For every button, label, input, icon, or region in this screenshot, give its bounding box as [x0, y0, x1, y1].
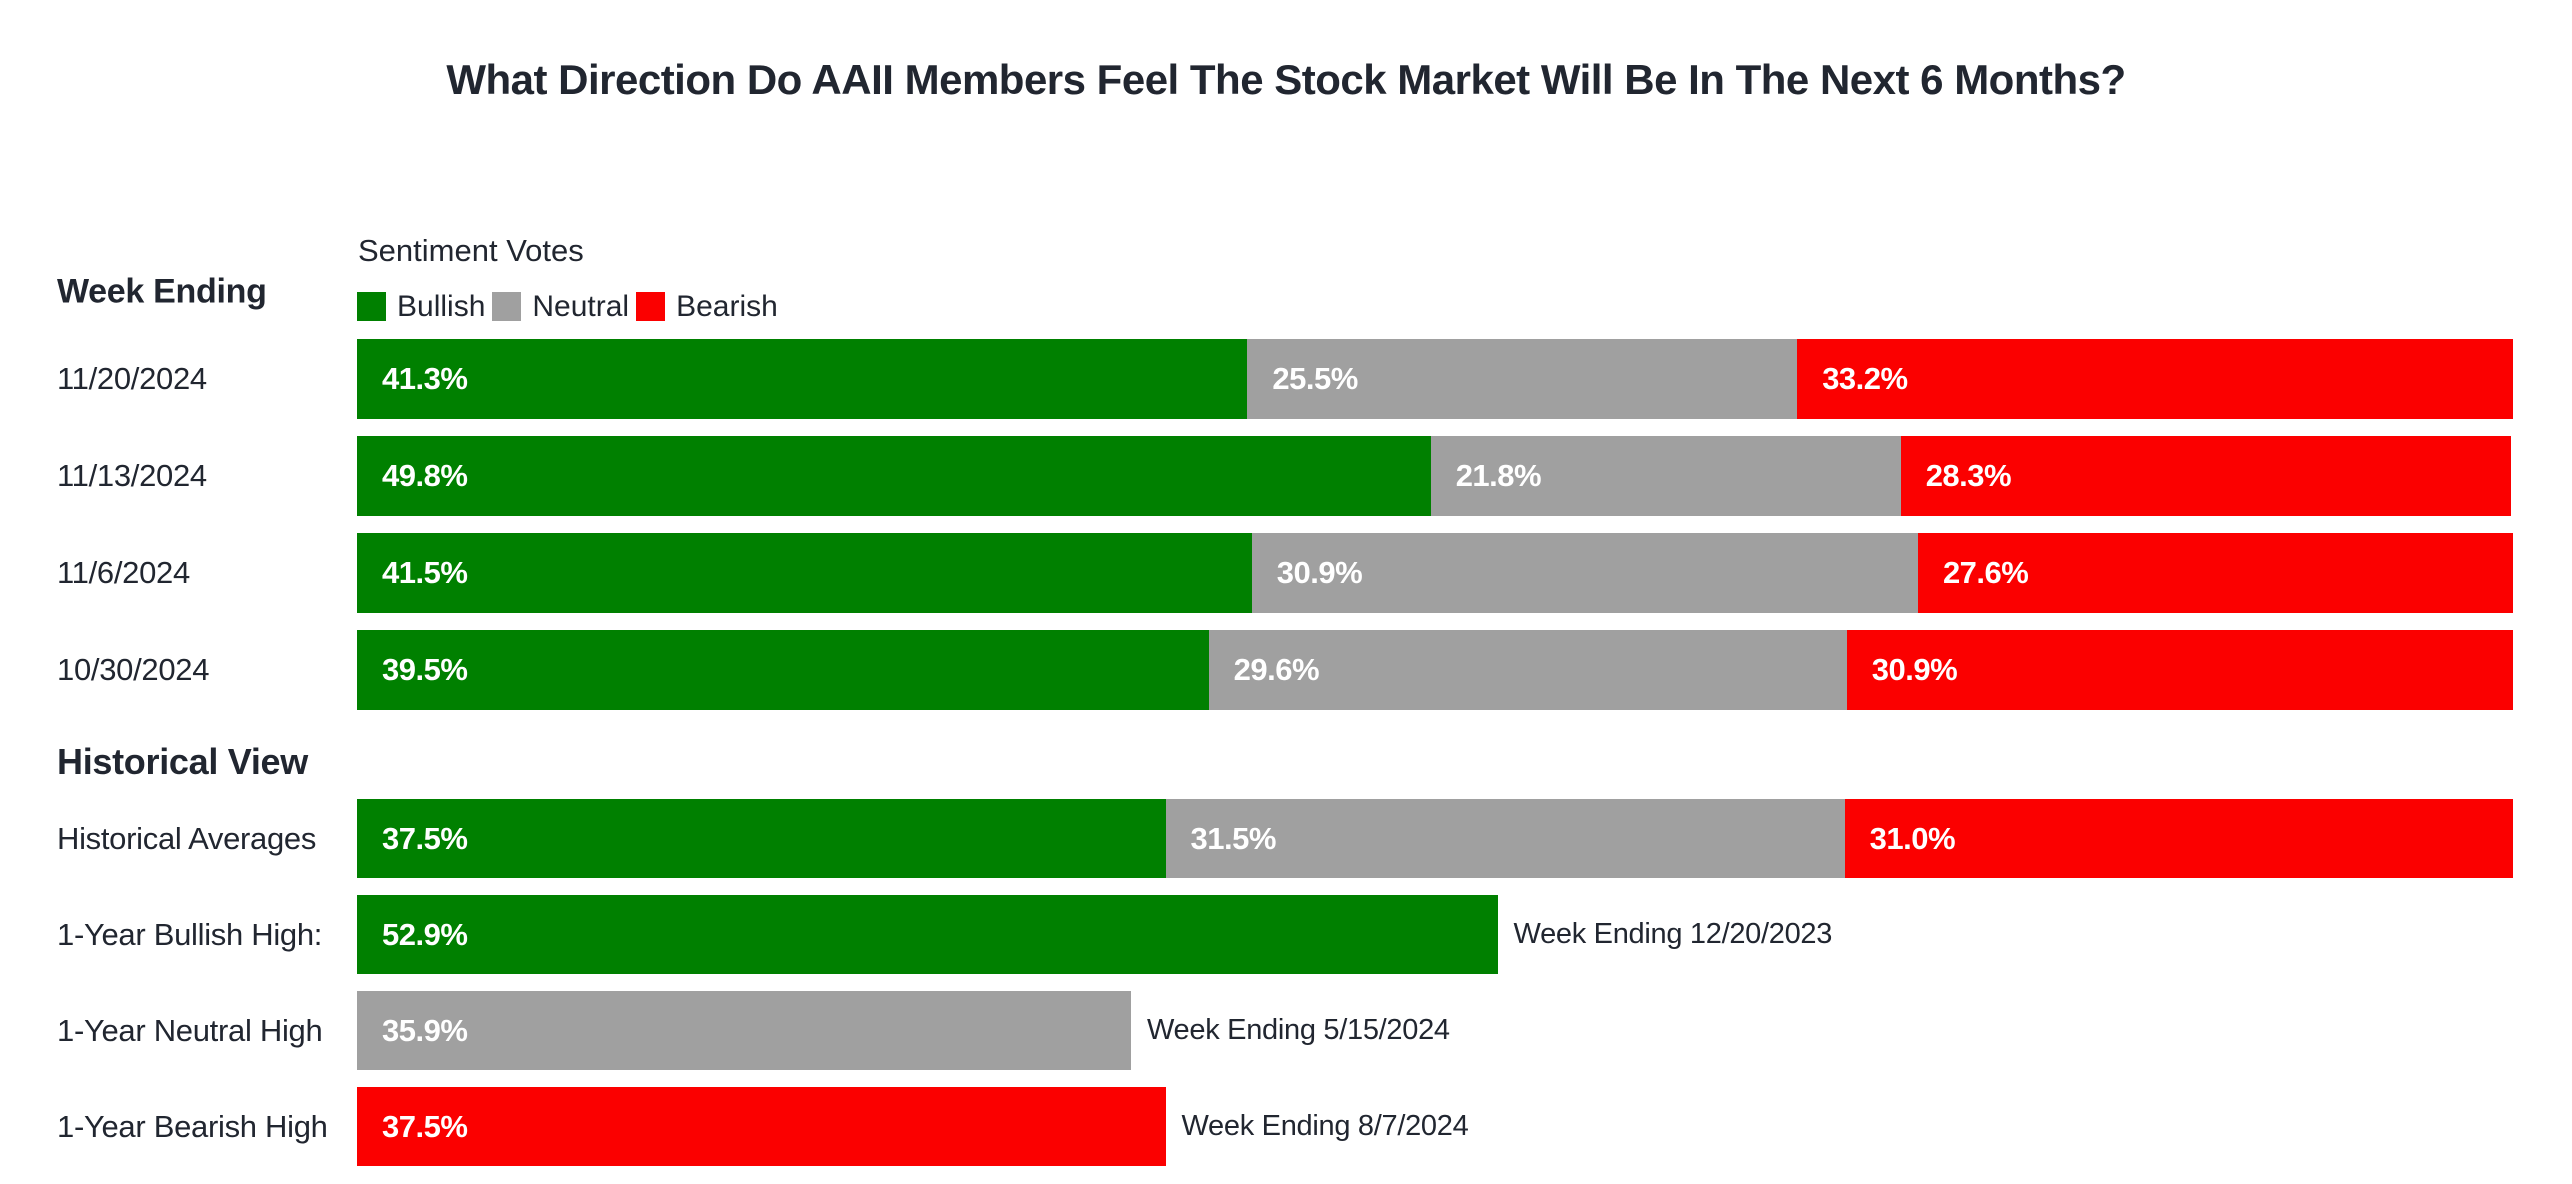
bar-row: 37.5% Week Ending 8/7/2024 [357, 1087, 1469, 1166]
bar-row: 49.8% 21.8% 28.3% [357, 436, 2511, 516]
bar-annotation: Week Ending 8/7/2024 [1181, 1110, 1469, 1142]
bar-value-label: 49.8% [382, 458, 468, 493]
row-label: 11/13/2024 [57, 458, 207, 493]
bar-row: 41.5% 30.9% 27.6% [357, 533, 2513, 613]
bar-row: 35.9% Week Ending 5/15/2024 [357, 991, 1450, 1070]
bar-value-label: 31.0% [1869, 820, 1956, 856]
section-header-week-ending: Week Ending [57, 272, 267, 311]
legend-label-neutral: Neutral [532, 290, 630, 323]
bar-row: 41.3% 25.5% 33.2% [357, 339, 2513, 419]
bar-value-label: 37.5% [382, 1108, 468, 1144]
bar-value-label: 30.9% [1276, 555, 1363, 590]
bar-segment-bullish: 49.8% [357, 436, 1431, 516]
bar-row: 39.5% 29.6% 30.9% [357, 630, 2513, 710]
row-label: 11/6/2024 [57, 555, 190, 590]
bar-segment-bearish: 37.5% [357, 1087, 1166, 1166]
bar-segment-neutral: 35.9% [357, 991, 1131, 1070]
bar-value-label: 39.5% [382, 652, 468, 687]
legend-entry-neutral: Neutral [492, 290, 630, 323]
bar-segment-bearish: 28.3% [1900, 436, 2511, 516]
bar-segment-bearish: 30.9% [1846, 630, 2513, 710]
bar-row: 52.9% Week Ending 12/20/2023 [357, 895, 1832, 974]
bar-segment-neutral: 31.5% [1165, 799, 1845, 878]
legend-swatch-neutral [492, 292, 522, 321]
bar-segment-neutral: 30.9% [1251, 533, 1918, 613]
row-label: 10/30/2024 [57, 652, 210, 687]
bar-segment-bullish: 52.9% [357, 895, 1498, 974]
row-label: 1-Year Bullish High: [57, 916, 323, 952]
bar-value-label: 37.5% [382, 820, 468, 856]
row-label: 11/20/2024 [57, 361, 207, 396]
legend-entry-bullish: Bullish [357, 290, 486, 323]
bar-segment-bearish: 31.0% [1844, 799, 2513, 878]
bar-segment-bearish: 27.6% [1917, 533, 2513, 613]
legend-label-bullish: Bullish [397, 290, 486, 323]
bar-value-label: 21.8% [1455, 458, 1542, 493]
bar-segment-neutral: 25.5% [1247, 339, 1798, 419]
bar-value-label: 41.3% [382, 361, 468, 396]
row-label: Historical Averages [57, 820, 317, 856]
bar-value-label: 30.9% [1871, 652, 1958, 687]
chart-title: What Direction Do AAII Members Feel The … [446, 56, 2126, 103]
bar-segment-bearish: 33.2% [1797, 339, 2513, 419]
bar-value-label: 28.3% [1925, 458, 2012, 493]
bar-segment-bullish: 39.5% [357, 630, 1209, 710]
legend-title: Sentiment Votes [358, 233, 584, 268]
bar-row: 37.5% 31.5% 31.0% [357, 799, 2513, 878]
bar-value-label: 31.5% [1190, 820, 1277, 856]
legend-swatch-bearish [636, 292, 666, 321]
legend: Bullish Neutral Bearish [357, 290, 778, 323]
bar-value-label: 25.5% [1272, 361, 1358, 396]
bar-segment-bullish: 37.5% [357, 799, 1166, 878]
bar-value-label: 41.5% [382, 555, 468, 590]
bar-value-label: 35.9% [382, 1012, 468, 1048]
legend-swatch-bullish [357, 292, 386, 321]
bar-value-label: 29.6% [1233, 652, 1320, 687]
row-label: 1-Year Bearish High [57, 1108, 328, 1144]
bar-value-label: 52.9% [382, 916, 468, 952]
section-header-historical-view: Historical View [57, 741, 308, 782]
bar-value-label: 33.2% [1822, 361, 1908, 396]
bar-segment-bullish: 41.5% [357, 533, 1252, 613]
bar-annotation: Week Ending 12/20/2023 [1513, 918, 1833, 950]
bar-value-label: 27.6% [1942, 555, 2029, 590]
bar-annotation: Week Ending 5/15/2024 [1147, 1014, 1450, 1046]
bar-segment-neutral: 29.6% [1208, 630, 1847, 710]
legend-label-bearish: Bearish [676, 290, 778, 323]
legend-entry-bearish: Bearish [636, 290, 778, 323]
row-label: 1-Year Neutral High [57, 1012, 323, 1048]
bar-segment-neutral: 21.8% [1430, 436, 1901, 516]
bar-segment-bullish: 41.3% [357, 339, 1248, 419]
